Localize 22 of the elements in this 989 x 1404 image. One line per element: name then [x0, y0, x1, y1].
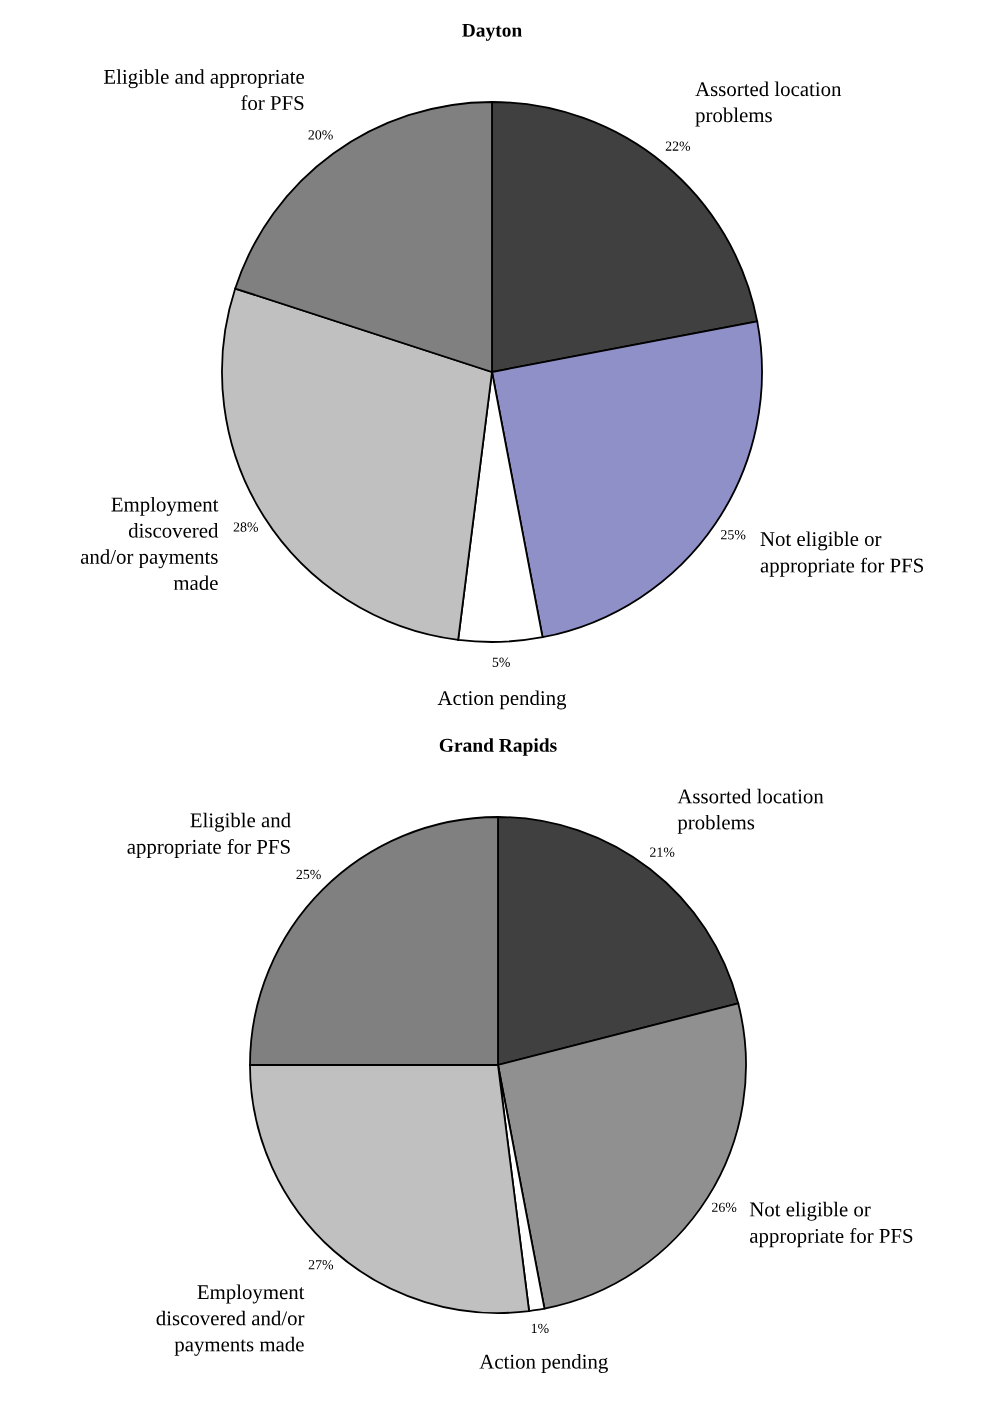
data-label: 25% — [296, 869, 321, 880]
slice-label: Assorted location problems — [677, 788, 824, 834]
data-label: 28% — [233, 522, 259, 532]
slice-label: Not eligible or appropriate for PFS — [760, 531, 924, 577]
slice-label: Eligible and appropriate for PFS — [127, 812, 291, 859]
data-label: 27% — [308, 1260, 334, 1270]
data-label: 20% — [308, 130, 333, 140]
data-label: 1% — [531, 1323, 549, 1334]
slice-label: Action pending — [437, 690, 567, 710]
data-label: 25% — [721, 530, 746, 540]
slice-label: Eligible and appropriate for PFS — [104, 69, 305, 111]
slice-label: Not eligible or appropriate for PFS — [749, 1201, 913, 1248]
data-label: 5% — [492, 657, 510, 667]
data-label: 22% — [665, 141, 691, 151]
slice-label: Assorted location problems — [695, 81, 842, 127]
slice-label: Employment discovered and/or payments made — [80, 496, 219, 591]
chart-title: Grand Rapids — [439, 738, 557, 756]
data-label: 21% — [650, 847, 675, 857]
slice-label: Employment discovered and/or payments made — [156, 1284, 305, 1356]
data-label: 26% — [712, 1202, 737, 1213]
slice-label: Action pending — [479, 1354, 608, 1373]
chart-title: Dayton — [462, 23, 522, 41]
